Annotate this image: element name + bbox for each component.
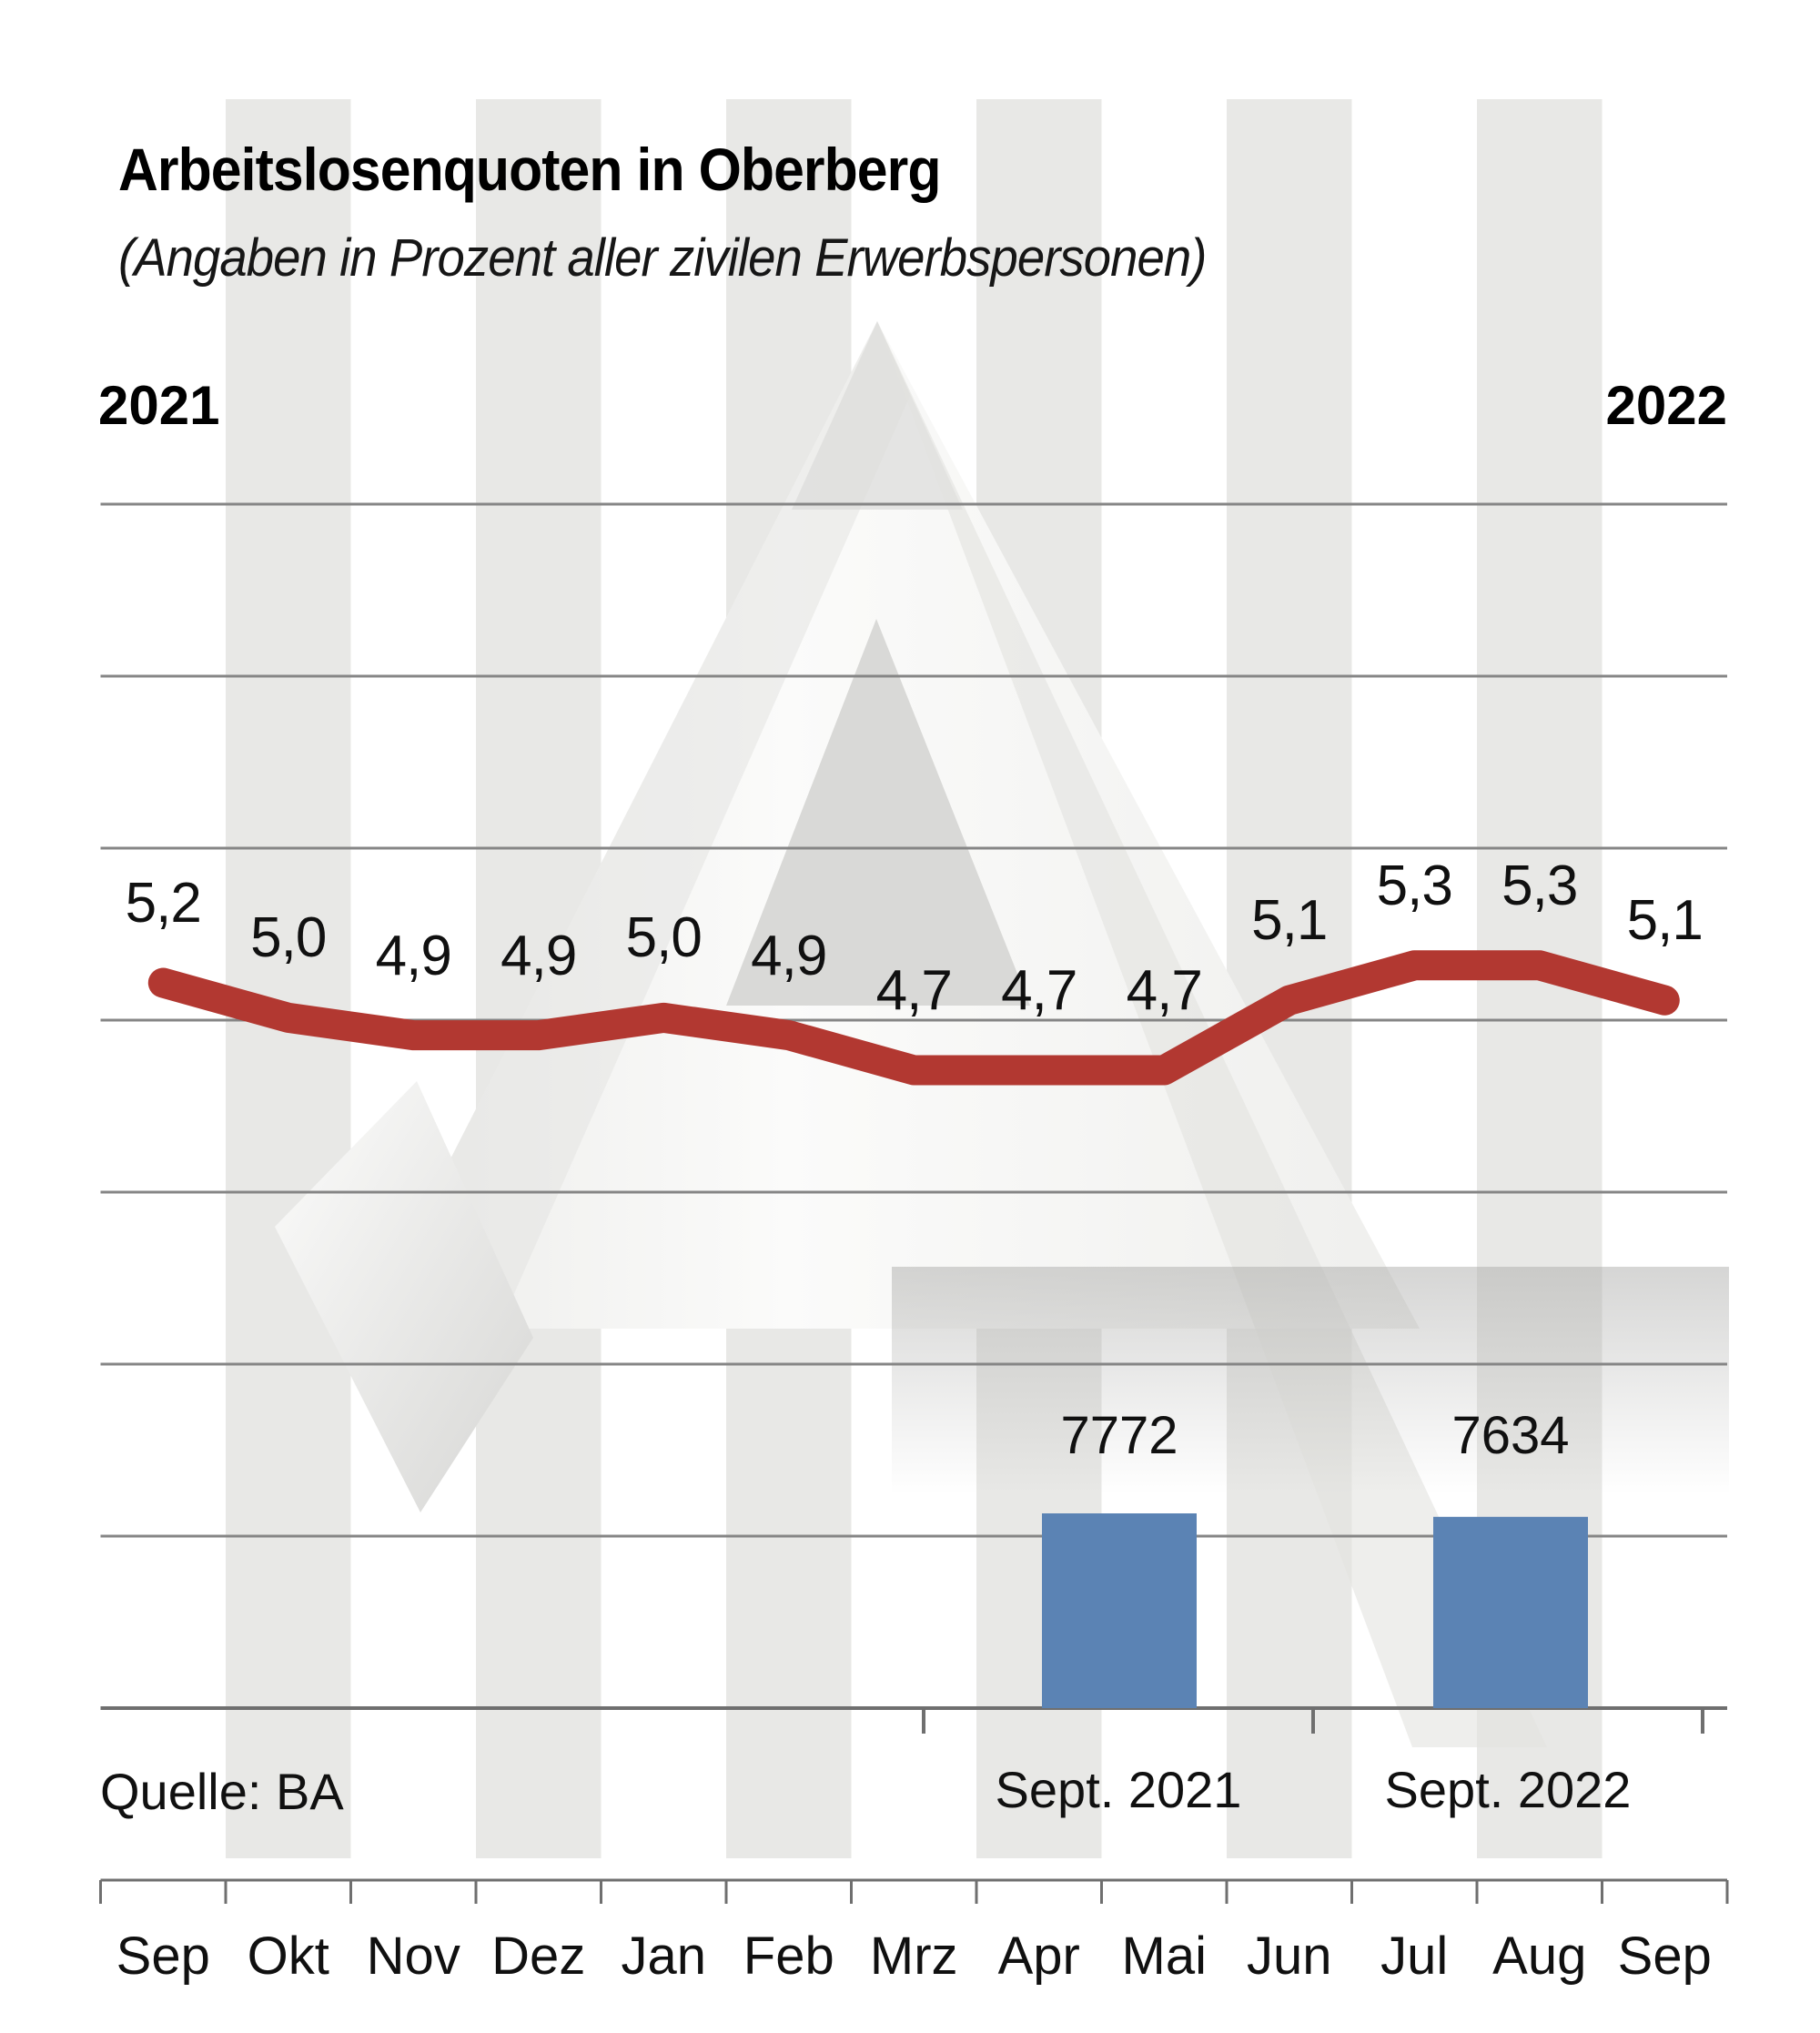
- value-label: 4,7: [1126, 959, 1203, 1022]
- month-tick-label: Sep: [116, 1927, 210, 1986]
- month-tick-label: Jun: [1246, 1927, 1332, 1986]
- value-label: 5,1: [1626, 889, 1704, 953]
- value-label: 5,3: [1376, 854, 1453, 917]
- source-label: Quelle: BA: [100, 1763, 344, 1820]
- year-label-2022: 2022: [1605, 375, 1727, 436]
- x-axis: [99, 1878, 1729, 1904]
- watermark-apex-shade: [792, 321, 963, 510]
- page-subtitle: (Angaben in Prozent aller zivilen Erwerb…: [118, 228, 1207, 288]
- value-label: 4,9: [500, 924, 577, 987]
- month-tick-label: Sep: [1617, 1927, 1712, 1986]
- month-tick-label: Mrz: [869, 1927, 958, 1986]
- value-label: 4,9: [375, 924, 452, 987]
- bar-value-label: 7772: [1060, 1406, 1178, 1465]
- watermark-left-edge-shade: [364, 321, 910, 1329]
- bar-sept-2022: [1433, 1516, 1588, 1708]
- value-label: 5,2: [125, 872, 202, 935]
- watermark-inner-triangle: [726, 619, 1030, 1006]
- bar-value-label: 7634: [1451, 1406, 1570, 1465]
- month-tick-label: Mai: [1121, 1927, 1207, 1986]
- unemployment-line: [147, 950, 1680, 1086]
- month-tick-label: Jul: [1380, 1927, 1449, 1986]
- bar-caption: Sept. 2021: [995, 1761, 1242, 1818]
- page-title: Arbeitslosenquoten in Oberberg: [118, 136, 941, 203]
- month-tick-label: Feb: [743, 1927, 834, 1986]
- watermark-kite: [275, 1081, 533, 1512]
- value-label: 4,9: [751, 924, 827, 987]
- stripe-okt: [226, 99, 351, 1858]
- value-label: 5,1: [1251, 889, 1328, 953]
- bar-series: [1042, 1513, 1588, 1708]
- watermark-bottom-shadow: [892, 1267, 1729, 1494]
- value-label: 5,0: [250, 906, 327, 970]
- month-tick-label: Okt: [247, 1927, 329, 1986]
- value-label: 5,3: [1502, 854, 1578, 917]
- month-tick-label: Nov: [366, 1927, 460, 1986]
- value-label: 4,7: [1001, 959, 1077, 1022]
- month-tick-label: Jan: [621, 1927, 707, 1986]
- value-label: 4,7: [875, 959, 953, 1022]
- year-label-2021: 2021: [98, 375, 220, 436]
- value-label: 5,0: [625, 906, 703, 970]
- month-tick-label: Dez: [491, 1927, 586, 1986]
- bar-sept-2021: [1042, 1513, 1197, 1708]
- month-tick-label: Apr: [997, 1927, 1080, 1986]
- bar-caption: Sept. 2022: [1384, 1761, 1632, 1818]
- month-tick-label: Aug: [1492, 1927, 1587, 1986]
